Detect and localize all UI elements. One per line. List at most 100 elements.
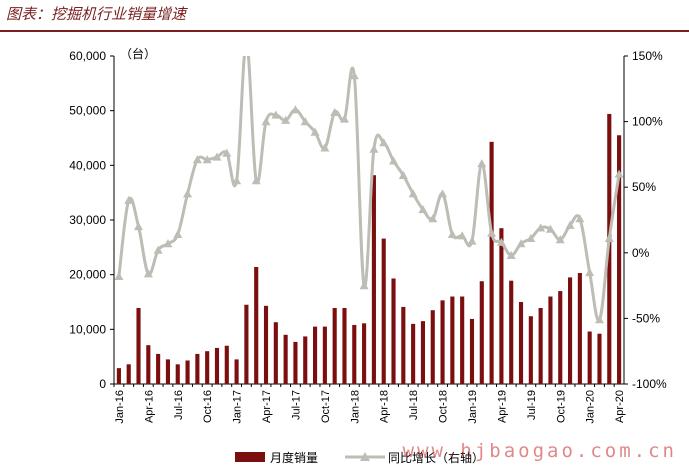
- bar: [156, 353, 161, 384]
- growth-line-marker: [555, 235, 565, 244]
- growth-line-marker: [614, 169, 624, 178]
- bar: [381, 238, 386, 384]
- right-axis-tick-label: 50%: [632, 180, 656, 194]
- bar: [352, 324, 357, 384]
- bar: [362, 323, 367, 384]
- growth-line-marker: [526, 233, 536, 242]
- bar: [401, 306, 406, 384]
- figure-title: 图表：挖掘机行业销量增速: [6, 5, 187, 23]
- legend: 月度销量 同比增长（右轴）: [235, 450, 484, 465]
- bar: [469, 318, 475, 384]
- growth-line-marker: [281, 115, 291, 124]
- right-axis-tick-label: 150%: [632, 49, 663, 63]
- right-axis-tick-label: -100%: [632, 377, 667, 391]
- growth-line-marker: [418, 205, 428, 214]
- x-axis-tick-label: Jan-16: [114, 390, 126, 424]
- growth-line-path: [117, 56, 621, 322]
- growth-line-marker: [173, 229, 183, 239]
- left-axis-tick-label: 10,000: [69, 322, 106, 336]
- x-axis-tick-label: Jan-18: [349, 390, 361, 424]
- growth-line-marker: [477, 159, 487, 168]
- bar: [322, 326, 327, 384]
- growth-line-marker: [310, 127, 320, 136]
- bar: [391, 278, 396, 384]
- right-axis-tick-label: -50%: [632, 311, 660, 325]
- bar: [116, 368, 121, 384]
- bar: [126, 364, 131, 384]
- growth-line-marker: [290, 105, 300, 114]
- growth-line-marker: [408, 189, 418, 198]
- growth-line-marker: [496, 237, 506, 246]
- growth-line-marker: [153, 245, 163, 254]
- bar: [175, 364, 180, 384]
- bar: [548, 296, 553, 384]
- growth-line-marker: [330, 107, 340, 117]
- bar: [460, 296, 465, 384]
- x-axis-tick-label: Jul-18: [408, 390, 420, 420]
- growth-line-marker: [506, 250, 516, 260]
- x-axis-tick-label: Apr-20: [614, 390, 626, 423]
- bar: [165, 359, 171, 384]
- line-series-yoy-growth: [114, 56, 624, 324]
- left-axis-tick-label: 60,000: [69, 49, 106, 63]
- bar: [136, 308, 141, 384]
- bar: [205, 351, 210, 384]
- growth-line-marker: [594, 315, 604, 324]
- growth-line-marker: [565, 220, 575, 229]
- bar: [234, 359, 239, 384]
- growth-line-marker: [359, 281, 369, 290]
- x-axis-tick-label: Oct-18: [438, 390, 450, 423]
- bar: [371, 175, 376, 384]
- legend-label-monthly-sales: 月度销量: [270, 450, 318, 465]
- growth-line-marker: [232, 176, 242, 185]
- growth-line-marker: [457, 231, 467, 240]
- legend-bar-swatch: [235, 452, 265, 462]
- growth-line-marker: [202, 155, 212, 164]
- bar: [146, 345, 151, 384]
- legend-label-yoy-growth-suffix: （右轴）: [436, 450, 484, 465]
- growth-line-marker: [545, 224, 555, 233]
- legend-line-marker: [360, 452, 370, 461]
- growth-line-marker: [604, 233, 614, 242]
- growth-line-marker: [212, 152, 222, 161]
- bar: [558, 291, 563, 384]
- bar: [567, 277, 573, 384]
- growth-line-marker: [575, 214, 585, 223]
- bar: [509, 280, 514, 384]
- growth-line-marker: [183, 189, 193, 198]
- left-axis-tick-label: 20,000: [69, 268, 106, 282]
- growth-line-marker: [114, 271, 124, 281]
- bar: [597, 333, 602, 384]
- growth-line-marker: [379, 138, 389, 147]
- title-divider: [0, 30, 689, 32]
- x-axis-tick-label: Apr-18: [379, 390, 391, 423]
- growth-line-marker: [339, 114, 349, 123]
- x-axis-tick-label: Jan-20: [585, 390, 597, 424]
- growth-line-marker: [438, 189, 448, 198]
- growth-line-marker: [134, 222, 144, 231]
- bar: [312, 326, 318, 384]
- bar: [577, 273, 582, 384]
- right-axis-tick-label: 0%: [632, 246, 650, 260]
- x-axis-tick-label: Jan-17: [232, 390, 244, 424]
- bar: [244, 304, 249, 384]
- bar: [254, 267, 259, 384]
- growth-line-marker: [369, 144, 379, 153]
- growth-line-marker: [222, 148, 232, 157]
- left-axis-unit-label: （台）: [120, 46, 156, 61]
- bar: [518, 302, 524, 384]
- growth-line-marker: [261, 117, 271, 126]
- legend-label-yoy-growth-name: 同比增长: [388, 451, 436, 465]
- x-axis-tick-label: Oct-17: [320, 390, 332, 423]
- x-axis-tick-label: Jul-16: [173, 390, 185, 420]
- bar: [411, 323, 416, 384]
- growth-line-marker: [487, 228, 497, 237]
- bar: [440, 300, 445, 384]
- left-axis-tick-label: 40,000: [69, 158, 106, 172]
- bar: [185, 360, 190, 384]
- bar: [420, 321, 426, 384]
- growth-line-marker: [516, 239, 526, 248]
- growth-line-marker: [320, 143, 330, 152]
